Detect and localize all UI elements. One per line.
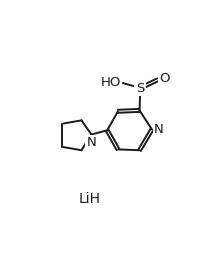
Text: LiH: LiH	[79, 192, 101, 206]
Text: O: O	[159, 72, 170, 85]
Text: HO: HO	[101, 76, 121, 89]
Text: N: N	[154, 123, 164, 136]
Text: N: N	[86, 136, 96, 149]
Text: S: S	[136, 82, 144, 94]
